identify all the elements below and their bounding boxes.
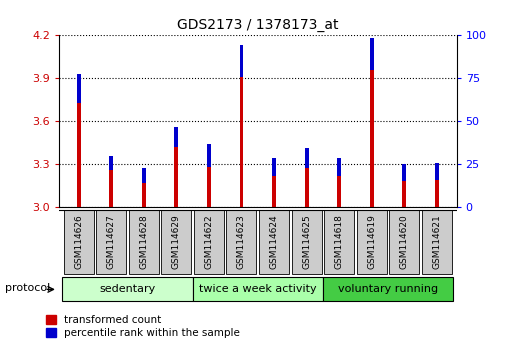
Bar (174, 127, 179, 147)
Bar (174, 147, 179, 207)
Text: GSM114628: GSM114628 (139, 214, 148, 269)
Bar (76, 74, 81, 103)
FancyBboxPatch shape (389, 210, 420, 274)
Bar (338, 159, 341, 176)
Text: GSM114623: GSM114623 (237, 214, 246, 269)
Bar (240, 77, 244, 207)
Text: GSM114620: GSM114620 (400, 214, 409, 269)
Bar (142, 169, 146, 183)
Text: GSM114618: GSM114618 (335, 214, 344, 269)
Text: GSM114629: GSM114629 (172, 214, 181, 269)
Text: sedentary: sedentary (100, 284, 155, 295)
FancyBboxPatch shape (357, 210, 387, 274)
Text: GSM114622: GSM114622 (204, 214, 213, 269)
Text: protocol: protocol (5, 283, 50, 293)
Bar (207, 144, 211, 167)
Bar (207, 167, 211, 207)
Legend: transformed count, percentile rank within the sample: transformed count, percentile rank withi… (46, 315, 240, 338)
Bar (272, 159, 276, 176)
Bar (305, 148, 309, 169)
Bar (305, 169, 309, 207)
FancyBboxPatch shape (96, 210, 126, 274)
Bar (109, 156, 113, 170)
FancyBboxPatch shape (62, 278, 192, 301)
Text: GSM114619: GSM114619 (367, 214, 377, 269)
FancyBboxPatch shape (259, 210, 289, 274)
FancyBboxPatch shape (292, 210, 322, 274)
Text: voluntary running: voluntary running (338, 284, 438, 295)
Text: twice a week activity: twice a week activity (199, 284, 317, 295)
Bar (435, 180, 439, 207)
FancyBboxPatch shape (129, 210, 159, 274)
Text: GSM114625: GSM114625 (302, 214, 311, 269)
Title: GDS2173 / 1378173_at: GDS2173 / 1378173_at (177, 18, 339, 32)
Bar (435, 163, 439, 180)
Bar (338, 176, 341, 207)
FancyBboxPatch shape (64, 210, 93, 274)
Bar (142, 183, 146, 207)
Bar (370, 38, 374, 70)
Bar (109, 170, 113, 207)
FancyBboxPatch shape (324, 210, 354, 274)
FancyBboxPatch shape (161, 210, 191, 274)
Bar (240, 45, 244, 77)
FancyBboxPatch shape (194, 210, 224, 274)
Text: GSM114624: GSM114624 (269, 214, 279, 269)
Bar (403, 164, 406, 181)
Bar (76, 103, 81, 207)
FancyBboxPatch shape (422, 210, 452, 274)
Bar (370, 70, 374, 207)
Bar (272, 176, 276, 207)
Bar (403, 181, 406, 207)
Text: GSM114626: GSM114626 (74, 214, 83, 269)
FancyBboxPatch shape (192, 278, 323, 301)
Text: GSM114621: GSM114621 (432, 214, 442, 269)
FancyBboxPatch shape (227, 210, 256, 274)
Text: GSM114627: GSM114627 (107, 214, 115, 269)
FancyBboxPatch shape (323, 278, 453, 301)
